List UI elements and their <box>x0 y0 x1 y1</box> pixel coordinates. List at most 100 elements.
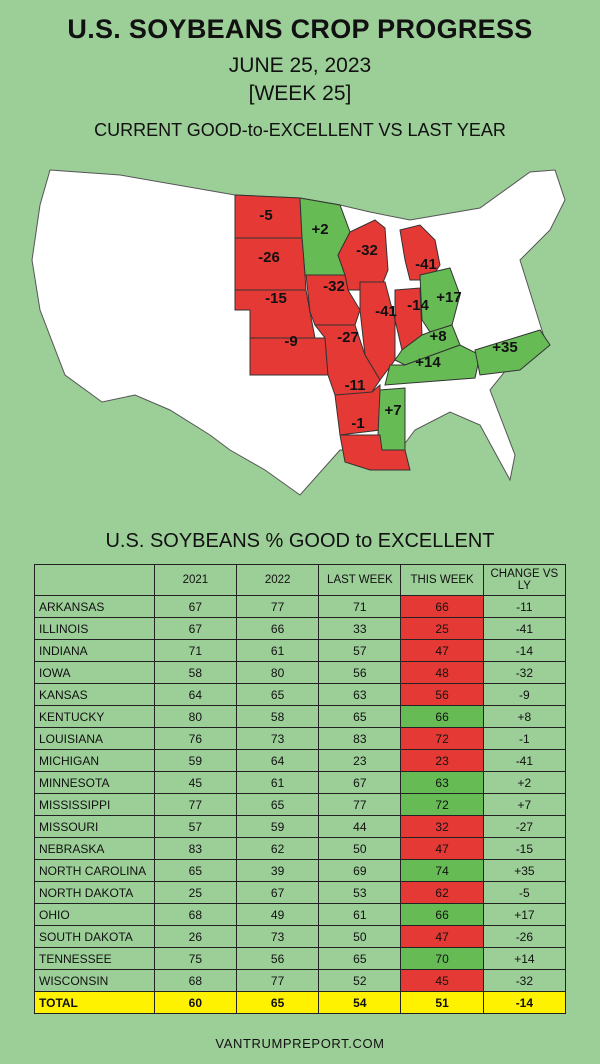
cell-this-week: 72 <box>400 793 484 816</box>
report-date: JUNE 25, 2023 <box>228 54 372 77</box>
cell-change: +35 <box>482 859 567 882</box>
map-label-wisconsin: -32 <box>356 242 378 259</box>
table-row: WISCONSIN 68 77 52 45 -32 <box>34 969 567 992</box>
cell-change: -26 <box>482 925 567 948</box>
cell-this-week: 66 <box>400 903 484 926</box>
map-label-indiana: -14 <box>407 297 429 314</box>
cell-last-week: 61 <box>318 903 402 926</box>
cell-2021: 80 <box>153 705 237 728</box>
map-label-tennessee: +14 <box>415 354 441 371</box>
cell-change: -32 <box>482 969 567 992</box>
map-label-north-carolina: +35 <box>492 339 517 356</box>
table-row: KENTUCKY 80 58 65 66 +8 <box>34 705 567 728</box>
cell-2021: 75 <box>153 947 237 970</box>
cell-2021: 68 <box>153 903 237 926</box>
cell-last-week: 67 <box>318 771 402 794</box>
cell-last-week: 54 <box>318 991 402 1014</box>
cell-state: KANSAS <box>34 683 155 706</box>
cell-state: OHIO <box>34 903 155 926</box>
cell-change: -41 <box>482 749 567 772</box>
cell-change: -9 <box>482 683 567 706</box>
table-row: OHIO 68 49 61 66 +17 <box>34 903 567 926</box>
cell-change: +14 <box>482 947 567 970</box>
cell-2021: 45 <box>153 771 237 794</box>
table-row: MISSOURI 57 59 44 32 -27 <box>34 815 567 838</box>
us-map: -5 +2 -26 -32 -41 -32 -15 +17 -14 -41 -2… <box>10 150 590 510</box>
cell-2021: 60 <box>153 991 237 1014</box>
cell-state: NEBRASKA <box>34 837 155 860</box>
cell-change: +2 <box>482 771 567 794</box>
cell-change: -15 <box>482 837 567 860</box>
cell-change: -14 <box>482 639 567 662</box>
cell-this-week: 62 <box>400 881 484 904</box>
cell-last-week: 69 <box>318 859 402 882</box>
cell-this-week: 47 <box>400 925 484 948</box>
table-title: U.S. SOYBEANS % GOOD to EXCELLENT <box>105 530 495 552</box>
cell-2021: 57 <box>153 815 237 838</box>
cell-change: +7 <box>482 793 567 816</box>
cell-2022: 67 <box>235 881 320 904</box>
cell-2021: 76 <box>153 727 237 750</box>
cell-state: LOUISIANA <box>34 727 155 750</box>
state-mississippi <box>377 387 406 451</box>
cell-state: KENTUCKY <box>34 705 155 728</box>
cell-state: INDIANA <box>34 639 155 662</box>
us-map-svg: -5 +2 -26 -32 -41 -32 -15 +17 -14 -41 -2… <box>31 169 566 496</box>
table-row: MICHIGAN 59 64 23 23 -41 <box>34 749 567 772</box>
cell-change: -11 <box>482 595 567 618</box>
map-label-louisiana: -1 <box>351 415 364 432</box>
cell-this-week: 25 <box>400 617 484 640</box>
table-row: INDIANA 71 61 57 47 -14 <box>34 639 567 662</box>
cell-state: ARKANSAS <box>34 595 155 618</box>
cell-last-week: 50 <box>318 837 402 860</box>
cell-2021: 64 <box>153 683 237 706</box>
cell-2021: 83 <box>153 837 237 860</box>
cell-2022: 61 <box>235 639 320 662</box>
cell-this-week: 66 <box>400 595 484 618</box>
map-label-illinois: -41 <box>375 303 397 320</box>
cell-last-week: 77 <box>318 793 402 816</box>
cell-2022: 65 <box>235 683 320 706</box>
map-subtitle: CURRENT GOOD-to-EXCELLENT VS LAST YEAR <box>94 120 506 140</box>
map-label-michigan: -41 <box>415 256 437 273</box>
cell-2022: 77 <box>235 595 320 618</box>
cell-this-week: 70 <box>400 947 484 970</box>
cell-2021: 25 <box>153 881 237 904</box>
table-body: ARKANSAS 67 77 71 66 -11 ILLINOIS 67 66 33 25 -41 IN… <box>34 595 567 1014</box>
cell-2022: 56 <box>235 947 320 970</box>
table-row: NORTH CAROLINA 65 39 69 74 +35 <box>34 859 567 882</box>
table-row: ARKANSAS 67 77 71 66 -11 <box>34 595 567 618</box>
map-label-iowa: -32 <box>323 278 345 295</box>
cell-state: MICHIGAN <box>34 749 155 772</box>
cell-2022: 77 <box>235 969 320 992</box>
cell-state: IOWA <box>34 661 155 684</box>
cell-state: TOTAL <box>34 991 155 1014</box>
cell-2022: 49 <box>235 903 320 926</box>
cell-2022: 64 <box>235 749 320 772</box>
cell-this-week: 66 <box>400 705 484 728</box>
cell-change: -14 <box>482 991 567 1014</box>
cell-last-week: 65 <box>318 705 402 728</box>
header-2021: 2021 <box>153 564 237 596</box>
map-label-kentucky: +8 <box>429 328 446 345</box>
header-state <box>34 564 155 596</box>
page-title: U.S. SOYBEANS CROP PROGRESS <box>67 14 533 44</box>
cell-2022: 73 <box>235 925 320 948</box>
header-2022: 2022 <box>235 564 320 596</box>
cell-this-week: 45 <box>400 969 484 992</box>
cell-last-week: 63 <box>318 683 402 706</box>
cell-state: MINNESOTA <box>34 771 155 794</box>
cell-this-week: 72 <box>400 727 484 750</box>
cell-change: -1 <box>482 727 567 750</box>
cell-this-week: 48 <box>400 661 484 684</box>
cell-2021: 68 <box>153 969 237 992</box>
cell-this-week: 74 <box>400 859 484 882</box>
table-row: TENNESSEE 75 56 65 70 +14 <box>34 947 567 970</box>
table-row: ILLINOIS 67 66 33 25 -41 <box>34 617 567 640</box>
header-last-week: LAST WEEK <box>318 564 402 596</box>
cell-last-week: 50 <box>318 925 402 948</box>
cell-last-week: 23 <box>318 749 402 772</box>
table-header-row: 2021 2022 LAST WEEK THIS WEEK CHANGE VS … <box>34 564 567 596</box>
cell-change: -5 <box>482 881 567 904</box>
cell-this-week: 23 <box>400 749 484 772</box>
